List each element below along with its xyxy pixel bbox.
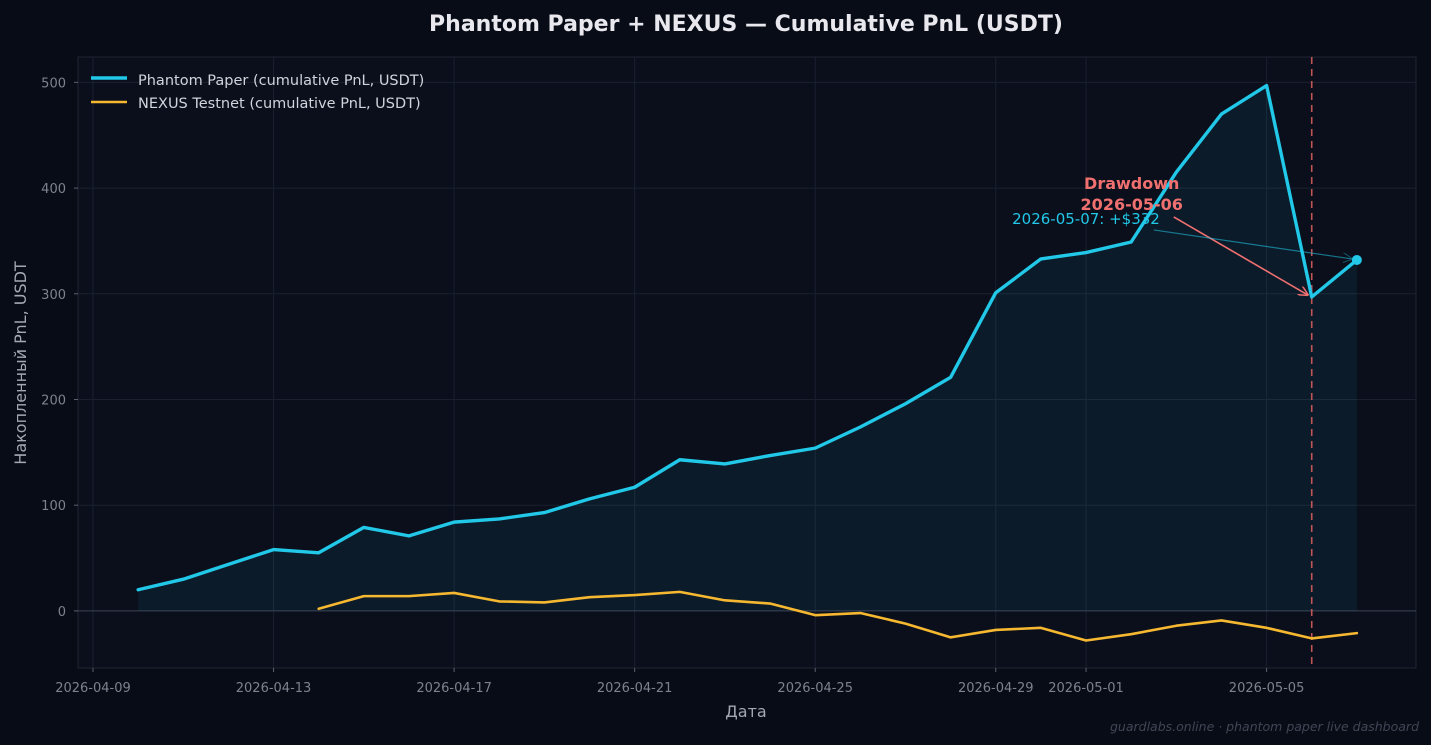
y-axis-label: Накопленный PnL, USDT xyxy=(11,261,30,465)
phantom-area-fill xyxy=(138,85,1357,611)
grid xyxy=(78,57,1416,668)
plot-area xyxy=(77,56,1417,669)
series-layer xyxy=(136,57,1362,668)
x-tick-label: 2026-04-17 xyxy=(416,681,492,696)
chart-title: Phantom Paper + NEXUS — Cumulative PnL (… xyxy=(429,12,1063,37)
drawdown-arrow xyxy=(1173,216,1308,295)
x-tick-label: 2026-04-25 xyxy=(777,681,853,696)
nexus-series-line xyxy=(317,590,1359,642)
last-value-label: 2026-05-07: +$332 xyxy=(1012,210,1160,228)
x-ticks: 2026-04-09 2026-04-13 2026-04-17 2026-04-21… xyxy=(55,668,1304,696)
phantom-series-line xyxy=(136,83,1359,592)
x-tick-label: 2026-04-09 xyxy=(55,681,131,696)
legend-label-phantom: Phantom Paper (cumulative PnL, USDT) xyxy=(138,73,424,89)
y-tick-label: 300 xyxy=(41,288,66,303)
footer-credit: guardlabs.online · phantom paper live da… xyxy=(1110,719,1419,734)
y-tick-label: 400 xyxy=(41,182,66,197)
legend: Phantom Paper (cumulative PnL, USDT) NEX… xyxy=(91,73,424,112)
last-value-arrow xyxy=(1153,229,1352,259)
legend-label-nexus: NEXUS Testnet (cumulative PnL, USDT) xyxy=(138,96,421,112)
y-tick-label: 200 xyxy=(41,393,66,408)
y-tick-label: 500 xyxy=(41,76,66,91)
x-tick-label: 2026-05-01 xyxy=(1048,681,1124,696)
x-tick-label: 2026-04-13 xyxy=(236,681,312,696)
x-axis-label: Дата xyxy=(725,702,766,721)
y-tick-label: 100 xyxy=(41,499,66,514)
y-tick-label: 0 xyxy=(58,605,66,620)
x-tick-label: 2026-05-05 xyxy=(1229,681,1305,696)
drawdown-label: Drawdown xyxy=(1084,174,1179,193)
phantom-last-point xyxy=(1351,254,1362,265)
x-tick-label: 2026-04-21 xyxy=(597,681,673,696)
drawdown-date-label: 2026-05-06 xyxy=(1081,195,1183,214)
y-ticks: 0 100 200 300 400 500 xyxy=(41,76,78,620)
x-tick-label: 2026-04-29 xyxy=(958,681,1034,696)
